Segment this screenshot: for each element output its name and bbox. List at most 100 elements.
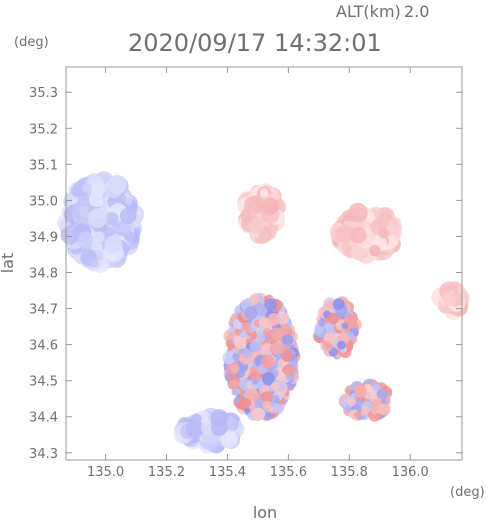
y-tick-label: 34.5 xyxy=(29,375,58,390)
echo-speck xyxy=(246,388,260,402)
y-tick-label: 34.3 xyxy=(29,447,58,462)
echo-speck xyxy=(231,389,238,396)
echo-speck xyxy=(104,211,119,226)
echo-speck xyxy=(261,372,275,386)
echo-speck xyxy=(88,192,104,208)
echo-speck xyxy=(76,231,94,249)
echo-speck xyxy=(239,330,247,339)
echo-region-osaka-bay-blue xyxy=(173,407,245,454)
echo-speck xyxy=(210,409,228,427)
x-tick-label: 136.0 xyxy=(392,465,429,480)
y-tick-label: 34.4 xyxy=(29,411,58,426)
echo-speck xyxy=(349,226,367,244)
echo-speck xyxy=(257,333,266,343)
echo-speck xyxy=(119,221,132,234)
echo-speck xyxy=(222,351,236,365)
plot-frame xyxy=(65,66,463,461)
echo-speck xyxy=(262,328,272,337)
echo-region-southeast-mixed xyxy=(338,378,393,422)
echo-speck xyxy=(314,325,324,336)
echo-speck xyxy=(346,397,356,407)
echo-speck xyxy=(261,391,274,404)
echo-speck xyxy=(111,233,120,243)
echo-speck xyxy=(322,340,334,352)
echo-speck xyxy=(244,195,264,215)
chart-title: 2020/09/17 14:32:01 xyxy=(128,29,382,57)
echo-speck xyxy=(251,407,265,421)
echo-speck xyxy=(242,398,252,408)
x-tick-label: 135.0 xyxy=(87,465,124,480)
y-tick-label: 34.8 xyxy=(29,267,58,282)
echo-region-east-edge-red xyxy=(431,281,470,321)
echo-speck xyxy=(185,419,204,438)
y-tick-label: 35.0 xyxy=(29,194,58,209)
echo-speck xyxy=(244,306,258,320)
echo-speck xyxy=(271,402,280,411)
y-tick-label: 35.1 xyxy=(29,158,58,173)
echo-speck xyxy=(79,204,92,218)
echo-speck xyxy=(249,371,259,381)
echo-speck xyxy=(88,208,108,228)
echo-speck xyxy=(248,217,265,235)
echo-speck xyxy=(200,422,213,435)
echo-speck xyxy=(354,411,362,419)
echo-speck xyxy=(258,317,270,328)
echo-speck xyxy=(82,182,92,193)
echo-speck xyxy=(348,202,368,223)
echo-speck xyxy=(270,327,284,340)
echo-speck xyxy=(325,299,335,309)
echo-speck xyxy=(378,403,391,416)
echo-speck xyxy=(261,354,275,369)
data-layer xyxy=(57,171,470,454)
x-unit-label: (deg) xyxy=(450,485,485,500)
echo-speck xyxy=(243,349,253,359)
echo-speck xyxy=(89,259,99,268)
echo-speck xyxy=(259,188,269,197)
echo-region-east-center-mixed xyxy=(312,296,362,360)
echo-speck xyxy=(249,340,262,352)
x-tick-label: 135.2 xyxy=(148,465,185,480)
echo-speck xyxy=(119,207,137,225)
echo-speck xyxy=(282,334,294,346)
echo-region-central-mixed xyxy=(222,292,301,421)
echo-speck xyxy=(234,396,241,403)
echo-speck xyxy=(228,326,237,334)
x-axis-label: lon xyxy=(253,503,277,521)
echo-region-north-center-red xyxy=(237,183,286,244)
echo-speck xyxy=(354,384,367,398)
echo-speck xyxy=(376,388,388,400)
echo-speck xyxy=(262,197,279,215)
x-tick-label: 135.4 xyxy=(209,465,246,480)
ticks-layer: 135.0 135.2 135.4 135.6 135.8 136.0 34.3 34.4 34… xyxy=(29,67,462,480)
echo-speck xyxy=(347,340,354,348)
echo-speck xyxy=(262,400,272,411)
y-axis-label: lat xyxy=(0,253,17,274)
y-tick-label: 34.6 xyxy=(29,339,58,354)
echo-speck xyxy=(376,214,390,228)
echo-speck xyxy=(281,350,293,362)
echo-speck xyxy=(267,313,281,326)
echo-speck xyxy=(341,322,349,330)
altitude-label: ALT(km) xyxy=(336,2,401,21)
echo-speck xyxy=(264,298,278,311)
echo-speck xyxy=(60,226,79,245)
y-tick-label: 34.9 xyxy=(29,230,58,245)
echo-speck xyxy=(255,303,268,316)
echo-speck xyxy=(271,381,280,391)
echo-speck xyxy=(442,292,456,307)
altitude-value: 2.0 xyxy=(404,2,429,21)
echo-speck xyxy=(369,244,381,257)
echo-speck xyxy=(366,213,376,223)
echo-speck xyxy=(327,312,339,325)
echo-region-west-coast-blue xyxy=(57,171,145,273)
echo-speck xyxy=(230,364,240,374)
y-tick-label: 35.2 xyxy=(29,122,58,137)
echo-speck xyxy=(378,227,389,239)
echo-speck xyxy=(332,298,345,310)
echo-speck xyxy=(228,380,239,390)
x-tick-label: 135.6 xyxy=(270,465,307,480)
echo-region-northeast-red xyxy=(330,202,403,264)
echo-speck xyxy=(93,231,105,244)
echo-speck xyxy=(234,336,247,349)
